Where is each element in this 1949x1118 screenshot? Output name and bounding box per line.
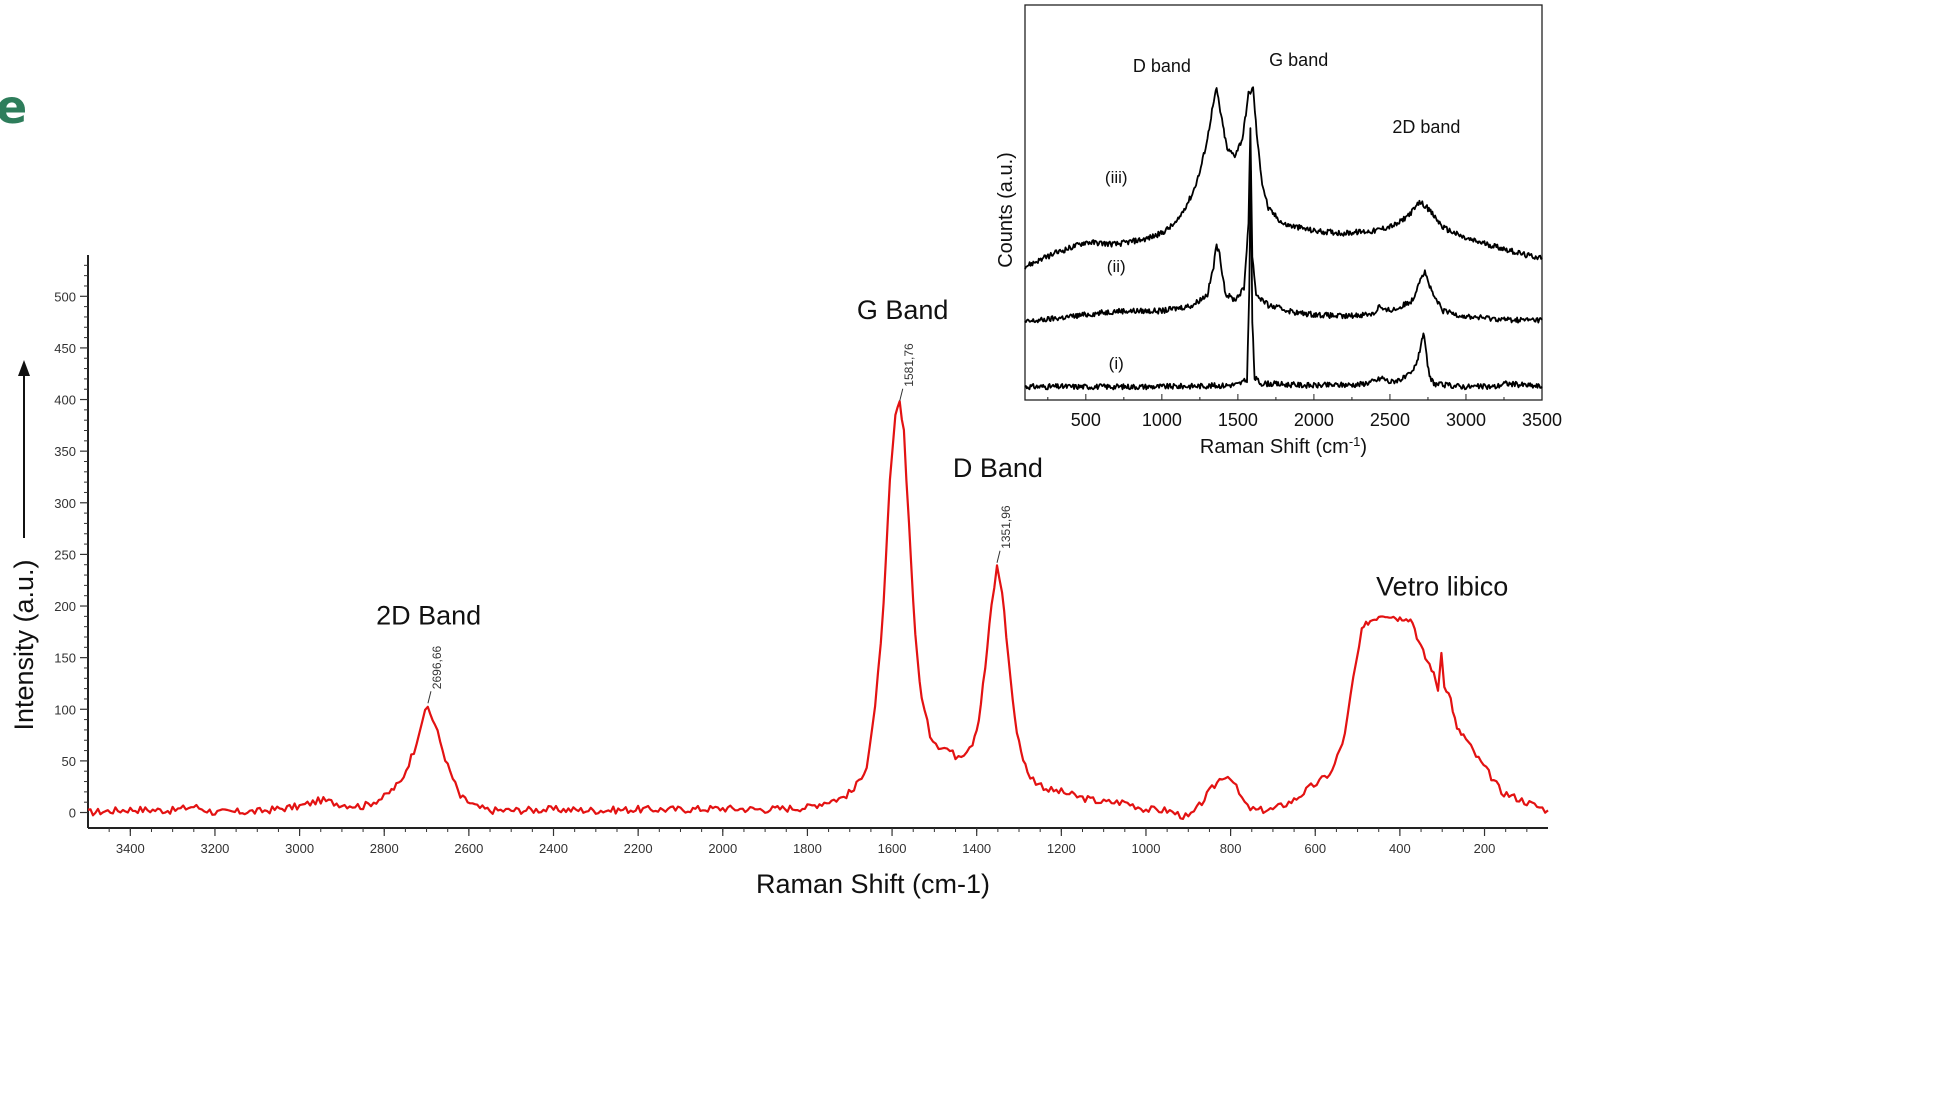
main-x-tick-label: 2000 bbox=[708, 841, 737, 856]
inset-x-tick-label: 2500 bbox=[1370, 410, 1410, 430]
peak-label: 2696,66 bbox=[430, 646, 444, 690]
inset-x-axis-title: Raman Shift (cm-1) bbox=[1200, 434, 1367, 459]
inset-x-tick-label: 2000 bbox=[1294, 410, 1334, 430]
inset-band-annotation: G band bbox=[1269, 50, 1328, 70]
main-y-tick-label: 100 bbox=[54, 702, 76, 717]
main-y-tick-label: 500 bbox=[54, 289, 76, 304]
main-y-tick-label: 450 bbox=[54, 341, 76, 356]
main-y-axis-arrow-head bbox=[18, 360, 30, 376]
peak-label-leader bbox=[996, 550, 1001, 563]
inset-band-annotation: 2D band bbox=[1392, 117, 1460, 137]
inset-x-tick-label: 3000 bbox=[1446, 410, 1486, 430]
main-band-annotation: 2D Band bbox=[376, 601, 481, 631]
corner-letter: e bbox=[0, 80, 28, 134]
inset-x-axis-title-superscript: -1 bbox=[1349, 434, 1361, 449]
main-x-tick-label: 800 bbox=[1220, 841, 1242, 856]
peak-label-leader bbox=[427, 691, 432, 704]
inset-x-tick-label: 1500 bbox=[1218, 410, 1258, 430]
main-x-tick-label: 1800 bbox=[793, 841, 822, 856]
main-band-annotation: Vetro libico bbox=[1376, 572, 1508, 602]
main-y-tick-label: 300 bbox=[54, 496, 76, 511]
peak-label: 1351,96 bbox=[999, 505, 1013, 549]
main-x-tick-label: 1000 bbox=[1132, 841, 1161, 856]
main-y-tick-label: 150 bbox=[54, 651, 76, 666]
inset-frame bbox=[1024, 4, 1543, 401]
inset-x-tick-label: 1000 bbox=[1142, 410, 1182, 430]
main-y-tick-label: 250 bbox=[54, 547, 76, 562]
main-x-tick-label: 2400 bbox=[539, 841, 568, 856]
main-chart: 3400 3200 3000 2800 2600 2400 2200 2000 1800 1600… bbox=[9, 255, 1549, 899]
inset-series-line bbox=[1024, 86, 1543, 270]
main-x-tick-label: 400 bbox=[1389, 841, 1411, 856]
inset-band-annotation: D band bbox=[1133, 56, 1191, 76]
main-y-axis-title: Intensity (a.u.) bbox=[9, 559, 39, 730]
main-y-tick-label: 200 bbox=[54, 599, 76, 614]
inset-series-line bbox=[1024, 127, 1543, 324]
peak-label: 1581,76 bbox=[902, 343, 916, 387]
main-x-tick-label: 3200 bbox=[200, 841, 229, 856]
inset-y-axis-title: Counts (a.u.) bbox=[995, 152, 1017, 268]
main-spectrum-line bbox=[87, 400, 1549, 820]
main-x-tick-label: 2200 bbox=[624, 841, 653, 856]
inset-series-label: (ii) bbox=[1107, 257, 1126, 276]
main-y-tick-label: 400 bbox=[54, 393, 76, 408]
main-x-tick-label: 1200 bbox=[1047, 841, 1076, 856]
main-band-annotation: G Band bbox=[857, 295, 949, 325]
main-y-tick-label: 0 bbox=[69, 806, 76, 821]
main-band-annotation: D Band bbox=[953, 453, 1043, 483]
main-y-tick-label: 350 bbox=[54, 444, 76, 459]
main-x-tick-label: 600 bbox=[1304, 841, 1326, 856]
main-x-axis-title: Raman Shift (cm-1) bbox=[756, 869, 990, 899]
main-x-tick-label: 3400 bbox=[116, 841, 145, 856]
inset-series-label: (iii) bbox=[1105, 168, 1128, 187]
peak-label-leader bbox=[899, 388, 904, 401]
main-x-tick-label: 2600 bbox=[454, 841, 483, 856]
main-x-tick-label: 2800 bbox=[370, 841, 399, 856]
main-x-tick-label: 1600 bbox=[878, 841, 907, 856]
main-x-tick-label: 1400 bbox=[962, 841, 991, 856]
inset-chart: 500 1000 1500 2000 2500 3000 3500 Raman Shift (… bbox=[995, 4, 1562, 459]
main-x-tick-label: 3000 bbox=[285, 841, 314, 856]
main-y-tick-label: 50 bbox=[62, 754, 76, 769]
inset-series-line bbox=[1024, 169, 1543, 391]
main-x-tick-label: 200 bbox=[1474, 841, 1496, 856]
inset-x-tick-label: 500 bbox=[1071, 410, 1101, 430]
inset-series-label: (i) bbox=[1109, 354, 1124, 373]
inset-x-tick-label: 3500 bbox=[1522, 410, 1562, 430]
